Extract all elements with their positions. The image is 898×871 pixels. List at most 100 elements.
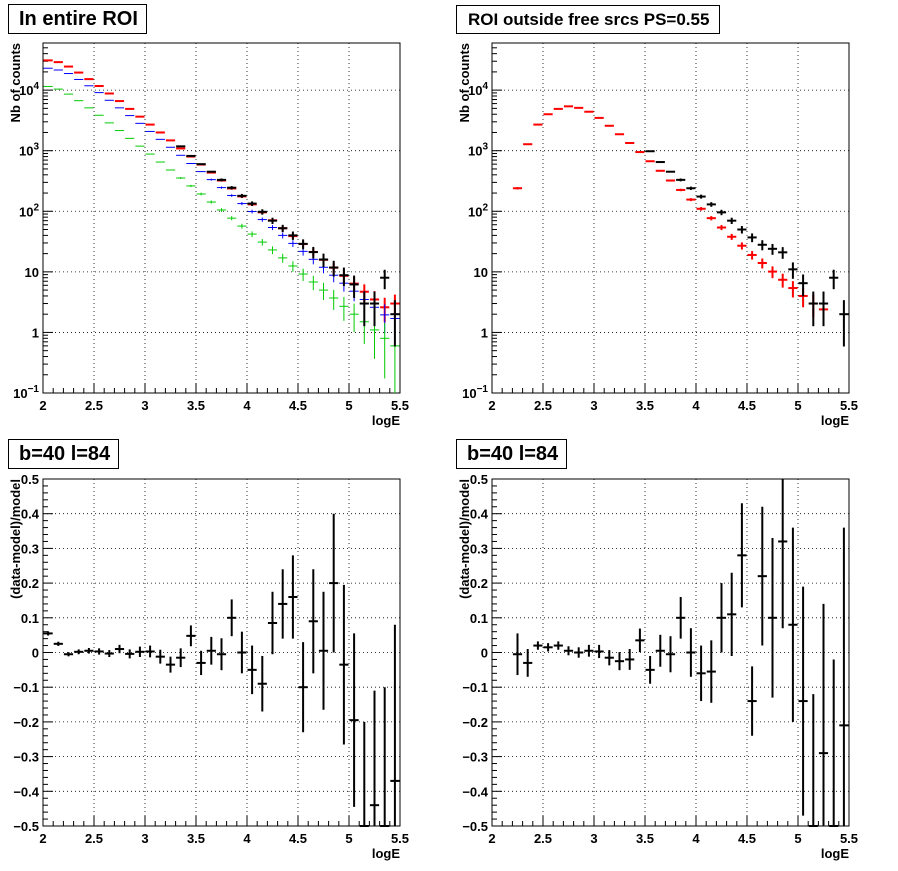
x-axis-label: logE (821, 413, 849, 428)
series-1-point-20 (716, 209, 727, 216)
series-2-point-27 (318, 282, 329, 300)
residual-point-14 (186, 625, 196, 647)
residual-point-33 (380, 687, 390, 827)
series-2-point-18 (227, 216, 237, 221)
x-tick-label: 3.5 (187, 398, 205, 413)
x-tick-label: 5.5 (391, 831, 409, 846)
x-tick-label: 4 (243, 831, 251, 846)
series-3-point-19 (237, 193, 247, 198)
residual-point-11 (155, 649, 165, 664)
x-tick-label: 2.5 (85, 831, 103, 846)
residual-point-5 (563, 646, 574, 656)
series-1-point-28 (798, 274, 808, 297)
x-tick-label: 3.5 (636, 398, 654, 413)
residual-point-7 (114, 644, 125, 654)
x-tick-label: 3 (141, 831, 148, 846)
residual-point-22 (267, 591, 278, 655)
series-1-point-16 (676, 178, 686, 182)
series-0-point-18 (696, 207, 706, 211)
residual-point-26 (778, 479, 788, 629)
y-tick-label: 10 (474, 265, 488, 280)
series-1-point-29 (808, 291, 818, 327)
residual-point-30 (818, 603, 829, 826)
residual-point-6 (104, 650, 114, 658)
y-tick-label: 0.1 (470, 611, 488, 626)
y-axis-label: Nb of counts (457, 43, 472, 122)
residual-point-1 (53, 641, 63, 646)
residual-point-3 (543, 643, 553, 652)
residual-point-0 (512, 633, 523, 676)
series-1-point-16 (206, 178, 216, 181)
residual-point-3 (74, 649, 84, 655)
series-3-point-32 (369, 291, 380, 327)
residual-point-8 (125, 649, 135, 659)
x-tick-label: 2 (488, 398, 495, 413)
series-2-point-16 (206, 200, 216, 204)
series-3-point-21 (257, 209, 267, 215)
y-tick-label: 103 (468, 142, 488, 159)
series-3-point-18 (227, 186, 237, 190)
series-0-point-24 (757, 258, 767, 269)
x-tick-label: 4.5 (738, 831, 756, 846)
series-1-point-32 (839, 300, 849, 347)
series-2-point-28 (329, 289, 339, 310)
series-2-point-19 (237, 223, 247, 229)
residual-point-2 (533, 641, 543, 650)
residual-point-12 (165, 656, 176, 673)
x-tick-label: 5.5 (840, 831, 858, 846)
series-1-point-31 (829, 269, 839, 290)
residual-point-24 (757, 506, 767, 646)
series-2-point-33 (380, 323, 390, 379)
series-1-point-27 (788, 262, 798, 279)
series-2-point-30 (349, 303, 359, 333)
residual-point-16 (206, 636, 216, 665)
y-tick-label: 0 (32, 646, 39, 661)
residual-point-12 (635, 628, 645, 653)
residual-point-11 (625, 649, 635, 670)
plot-frame (42, 42, 401, 394)
series-1-point-17 (216, 186, 227, 189)
series-1-point-21 (257, 217, 267, 222)
y-tick-label: −0.3 (462, 750, 488, 765)
residual-point-1 (523, 649, 533, 677)
residual-point-7 (584, 644, 594, 657)
x-tick-label: 3.5 (187, 831, 205, 846)
series-1-point-23 (278, 232, 288, 239)
residual-point-21 (257, 655, 267, 712)
x-tick-label: 5 (794, 398, 801, 413)
y-tick-label: 0 (481, 646, 488, 661)
residual-point-25 (767, 537, 778, 698)
y-tick-label: 0.3 (470, 541, 488, 556)
series-0-point-19 (706, 216, 716, 221)
series-0-point-17 (686, 198, 696, 202)
series-2-point-21 (257, 238, 267, 246)
series-2-point-13 (176, 177, 186, 180)
y-tick-label: −0.2 (13, 715, 39, 730)
panel-title-entire-roi: In entire ROI (8, 4, 147, 34)
residual-point-21 (727, 572, 737, 656)
y-tick-label: 103 (19, 142, 39, 159)
x-tick-label: 3 (141, 398, 148, 413)
residual-point-27 (318, 591, 329, 710)
y-tick-label: −0.5 (462, 819, 488, 834)
x-axis-label: logE (372, 413, 400, 428)
y-tick-label: −0.4 (462, 784, 488, 799)
series-3-point-30 (349, 275, 359, 298)
residual-point-29 (808, 694, 818, 827)
residual-point-17 (216, 638, 227, 671)
series-0-point-26 (778, 273, 788, 288)
y-tick-label: 0.3 (21, 541, 39, 556)
x-tick-label: 2 (39, 398, 46, 413)
y-tick-label: −0.4 (13, 784, 39, 799)
series-0-point-21 (727, 233, 737, 240)
plot-frame (491, 42, 850, 394)
series-1-point-18 (227, 194, 237, 197)
y-tick-label: 0.4 (470, 507, 489, 522)
series-3-point-22 (267, 217, 278, 225)
series-1-point-17 (686, 186, 696, 191)
series-0-point-27 (788, 281, 798, 298)
residual-point-18 (227, 599, 237, 637)
panel-title-roi-outside: ROI outside free srcs PS=0.55 (456, 5, 721, 34)
